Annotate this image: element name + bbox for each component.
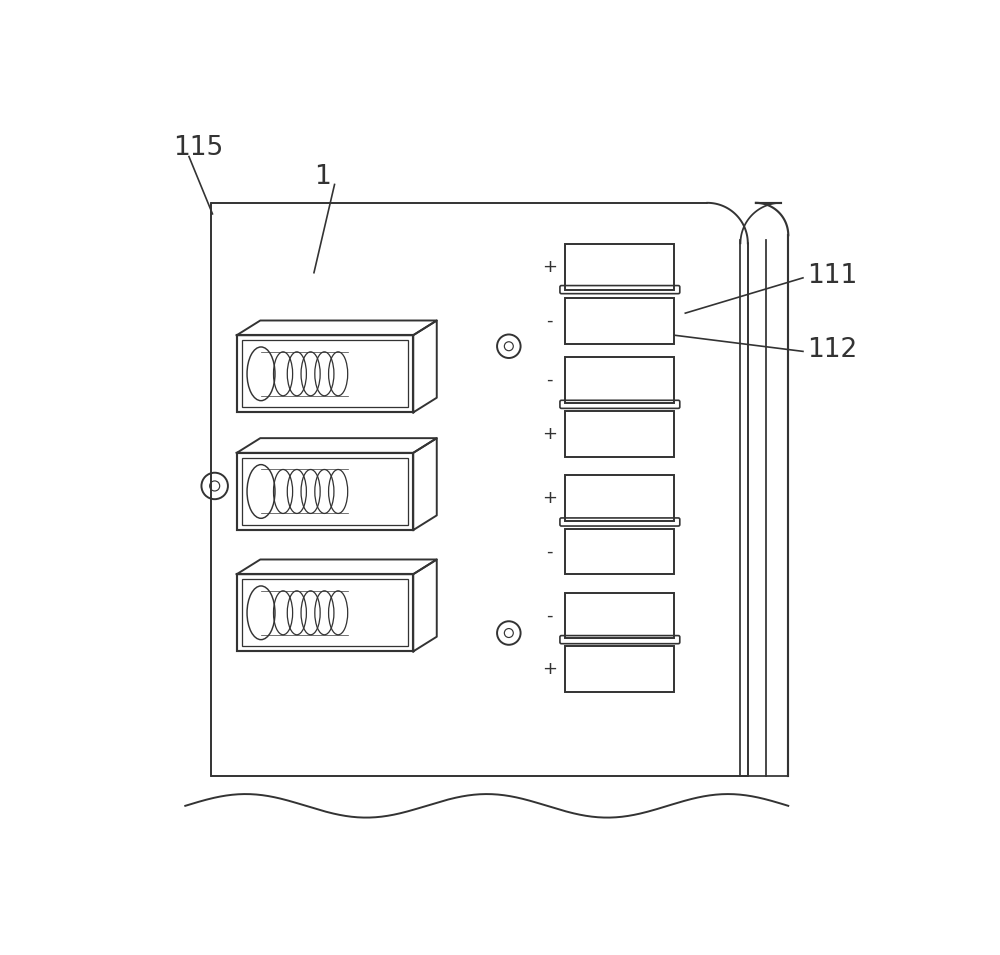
Text: -: -: [546, 312, 553, 330]
Text: 111: 111: [807, 264, 857, 289]
Text: +: +: [542, 489, 557, 507]
Bar: [565, 411, 674, 456]
Bar: [242, 340, 408, 407]
Text: -: -: [546, 606, 553, 625]
Bar: [237, 574, 413, 651]
Bar: [242, 458, 408, 525]
Bar: [565, 357, 674, 403]
Bar: [565, 244, 674, 289]
Bar: [565, 298, 674, 344]
Text: -: -: [546, 542, 553, 561]
Bar: [237, 453, 413, 530]
Text: +: +: [542, 425, 557, 443]
Bar: [565, 592, 674, 638]
Text: -: -: [546, 371, 553, 389]
Bar: [237, 335, 413, 413]
Bar: [565, 529, 674, 574]
Bar: [242, 580, 408, 647]
Bar: [565, 647, 674, 691]
Text: +: +: [542, 660, 557, 678]
Bar: [565, 475, 674, 520]
Text: 115: 115: [173, 135, 223, 160]
Text: 1: 1: [314, 164, 331, 190]
Text: +: +: [542, 258, 557, 276]
Text: 112: 112: [807, 337, 857, 363]
